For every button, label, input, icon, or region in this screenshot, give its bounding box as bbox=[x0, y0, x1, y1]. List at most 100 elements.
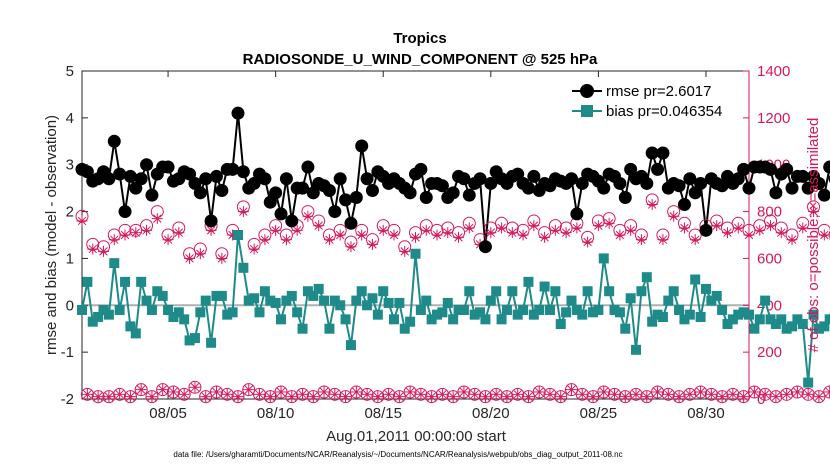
bias-point bbox=[496, 314, 507, 325]
chart-subtitle: RADIOSONDE_U_WIND_COMPONENT @ 525 hPa bbox=[243, 51, 598, 68]
rmse-point bbox=[102, 172, 116, 186]
rmse-point bbox=[683, 172, 697, 186]
bias-point bbox=[442, 297, 453, 308]
obs-possible-point bbox=[500, 390, 514, 404]
obs-assimilated-point bbox=[162, 234, 174, 246]
obs-possible-point bbox=[392, 390, 406, 404]
obs-possible-point bbox=[188, 380, 202, 394]
y-tick-label: 3 bbox=[66, 157, 74, 174]
data-file-note: data file: /Users/gharamti/Documents/NCA… bbox=[173, 450, 622, 459]
rmse-point bbox=[107, 134, 121, 148]
bias-point bbox=[77, 304, 87, 315]
obs-assimilated-point bbox=[689, 234, 701, 246]
obs-possible-point bbox=[177, 387, 191, 401]
x-tick-label: 08/05 bbox=[149, 405, 187, 422]
obs-possible-point bbox=[220, 387, 234, 401]
rmse-point bbox=[699, 223, 713, 237]
bias-point bbox=[399, 323, 410, 334]
bias-point bbox=[824, 314, 830, 325]
obs-possible-point bbox=[758, 387, 772, 401]
bias-point bbox=[475, 307, 486, 318]
obs-possible-point bbox=[317, 385, 331, 399]
obs-possible-point bbox=[113, 387, 127, 401]
rmse-point bbox=[274, 207, 288, 221]
obs-possible-point bbox=[575, 387, 589, 401]
obs-possible-point bbox=[80, 387, 94, 401]
obs-possible-point bbox=[231, 390, 245, 404]
obs-assimilated-point bbox=[232, 391, 244, 403]
obs-possible-point bbox=[629, 387, 643, 401]
y-tick-label: 2 bbox=[66, 204, 74, 221]
bias-point bbox=[259, 286, 270, 297]
rmse-point bbox=[419, 191, 433, 205]
obs-assimilated-point bbox=[221, 388, 233, 400]
obs-assimilated-point bbox=[576, 388, 588, 400]
obs-assimilated-point bbox=[711, 220, 723, 232]
rmse-point bbox=[414, 162, 428, 176]
obs-assimilated-point bbox=[302, 210, 314, 222]
obs-assimilated-point bbox=[657, 234, 669, 246]
bias-point bbox=[733, 309, 744, 320]
bias-point bbox=[394, 297, 405, 308]
y-tick-label: -2 bbox=[61, 391, 74, 408]
bias-point bbox=[383, 297, 394, 308]
bias-point bbox=[93, 312, 104, 322]
bias-point bbox=[582, 286, 593, 297]
legend: rmse pr=2.6017 bias pr=0.046354 bbox=[567, 77, 740, 121]
obs-assimilated-point bbox=[442, 227, 454, 239]
x-axis-label: Aug.01,2011 00:00:00 start bbox=[326, 428, 507, 445]
rmse-point bbox=[478, 240, 492, 254]
obs-assimilated-point bbox=[275, 386, 287, 398]
obs-assimilated-point bbox=[458, 386, 470, 398]
obs-assimilated-point bbox=[350, 386, 362, 398]
obs-assimilated-point bbox=[609, 388, 621, 400]
obs-assimilated-point bbox=[770, 391, 782, 403]
obs-assimilated-point bbox=[167, 386, 179, 398]
obs-assimilated-point bbox=[383, 388, 395, 400]
obs-assimilated-point bbox=[254, 388, 266, 400]
bias-point bbox=[507, 286, 518, 297]
bias-point bbox=[641, 272, 652, 283]
rmse-point bbox=[113, 167, 127, 181]
obs-assimilated-point bbox=[318, 386, 330, 398]
bias-point bbox=[631, 344, 642, 355]
obs-possible-point bbox=[597, 385, 611, 399]
bias-point bbox=[103, 309, 114, 320]
rmse-point bbox=[672, 179, 686, 193]
bias-point bbox=[539, 281, 550, 292]
obs-assimilated-point bbox=[549, 224, 561, 236]
obs-assimilated-point bbox=[151, 213, 163, 225]
obs-assimilated-point bbox=[598, 386, 610, 398]
obs-assimilated-point bbox=[695, 386, 707, 398]
obs-possible-point bbox=[156, 383, 170, 397]
obs-assimilated-point bbox=[668, 210, 680, 222]
obs-assimilated-point bbox=[533, 386, 545, 398]
rmse-point bbox=[462, 188, 476, 202]
obs-assimilated-point bbox=[372, 391, 384, 403]
legend-bias-label: bias pr=0.046354 bbox=[606, 103, 722, 120]
obs-assimilated-point bbox=[340, 391, 352, 403]
bias-point bbox=[797, 319, 808, 330]
bias-point bbox=[114, 304, 125, 315]
obs-possible-point bbox=[446, 390, 460, 404]
obs-assimilated-point bbox=[124, 391, 136, 403]
y2-tick-label: 200 bbox=[757, 344, 782, 361]
obs-possible-point bbox=[640, 390, 654, 404]
obs-assimilated-point bbox=[479, 391, 491, 403]
y2-tick-label: 1400 bbox=[757, 63, 790, 80]
rmse-point bbox=[801, 181, 815, 195]
obs-assimilated-point bbox=[404, 386, 416, 398]
bias-point bbox=[292, 307, 303, 318]
rmse-point bbox=[823, 160, 830, 174]
bias-point bbox=[109, 258, 120, 269]
bias-point bbox=[528, 309, 539, 320]
rmse-point bbox=[209, 169, 223, 183]
bias-point bbox=[776, 314, 787, 325]
obs-assimilated-point bbox=[356, 229, 368, 241]
y-tick-label: -1 bbox=[61, 344, 74, 361]
obs-assimilated-point bbox=[237, 206, 249, 218]
obs-assimilated-point bbox=[635, 234, 647, 246]
rmse-point bbox=[339, 193, 353, 207]
bias-point bbox=[620, 323, 631, 334]
rmse-point bbox=[737, 162, 751, 176]
